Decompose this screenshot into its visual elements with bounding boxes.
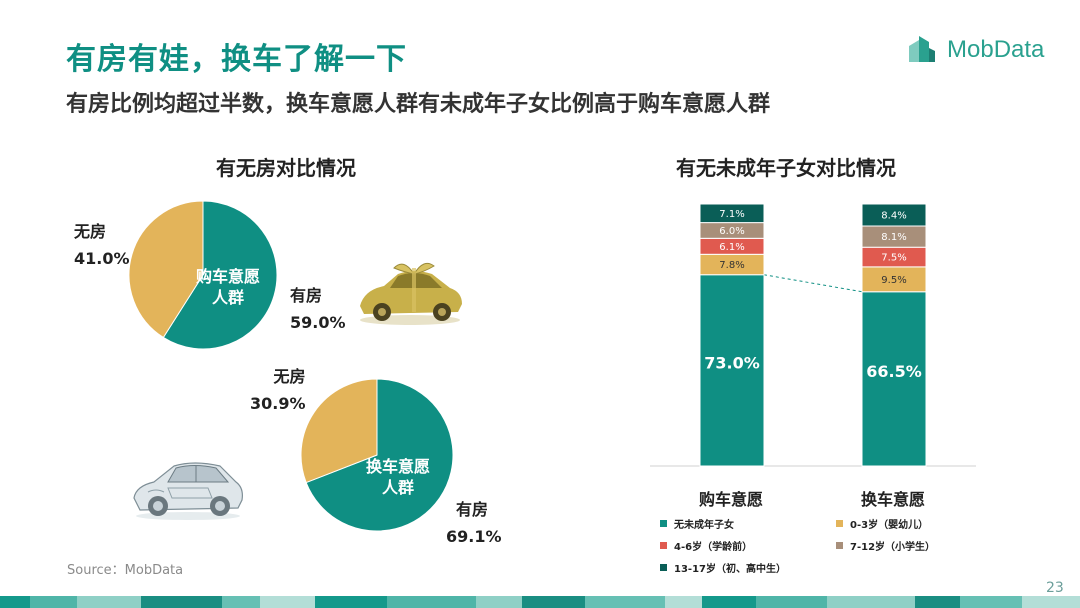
bar-label-0-2: 6.1% [719, 242, 744, 253]
footer-stripe-block [141, 596, 222, 608]
footer-stripe-block [756, 596, 827, 608]
pie1-center-label: 购车意愿 人群 [196, 266, 260, 308]
pie1-no-house-value: 41.0% [74, 249, 130, 268]
footer-stripe-block [387, 596, 476, 608]
legend-label-3: 7-12岁（小学生） [850, 542, 936, 553]
footer-stripe-block [702, 596, 756, 608]
pie1-center-line2: 人群 [212, 288, 245, 307]
pie2-house-text: 有房 [456, 500, 489, 519]
legend-swatch-3 [836, 542, 843, 549]
legend-label-1: 0-3岁（婴幼儿） [850, 520, 929, 531]
footer-stripe-block [665, 596, 702, 608]
pie1-no-house-label: 无房 41.0% [74, 218, 130, 272]
pie2-slice-house [305, 378, 454, 532]
page-number: 23 [1046, 580, 1064, 596]
legend-item-4: 13-17岁（初、高中生） [660, 560, 786, 575]
pie2-slice-no-house [300, 378, 378, 484]
logo-text: MobData [947, 36, 1045, 63]
car-xray-image [133, 462, 243, 520]
legend-swatch-2 [660, 542, 667, 549]
bar-label-1-1: 9.5% [881, 275, 906, 286]
bar-label-1-3: 8.1% [881, 232, 906, 243]
legend-item-2: 4-6岁（学龄前） [660, 538, 752, 553]
bar-segment-1-1 [861, 266, 927, 293]
footer-stripe-block [0, 596, 30, 608]
stacked-bar-svg: 73.0% 7.8% 6.1% 6.0% 7.1% 66.5% 9.5% 7.5% 8.1% 8.… [650, 203, 976, 467]
footer-stripe-block [260, 596, 315, 608]
bar-segment-1-0 [861, 291, 927, 467]
footer-stripe-block [476, 596, 522, 608]
pie1-house-value: 59.0% [290, 313, 346, 332]
footer-stripe-block [30, 596, 77, 608]
pie-chart-change [300, 378, 454, 532]
pie1-house-label: 有房 59.0% [290, 282, 346, 336]
pie2-no-house-value: 30.9% [250, 394, 306, 413]
legend-swatch-1 [836, 520, 843, 527]
category-label-change: 换车意愿 [860, 490, 925, 509]
legend-swatch-4 [660, 564, 667, 571]
pie2-center-line2: 人群 [382, 478, 415, 497]
pie2-center-label: 换车意愿 人群 [366, 456, 430, 498]
footer-stripe-block [585, 596, 665, 608]
footer-stripe [0, 596, 1080, 608]
bar-label-0-1: 7.8% [719, 260, 744, 271]
footer-stripe-block [315, 596, 387, 608]
page-title: 有房有娃，换车了解一下 [66, 42, 407, 77]
footer-stripe-block [522, 596, 585, 608]
bar-label-1-2: 7.5% [881, 253, 906, 264]
legend-item-3: 7-12岁（小学生） [836, 538, 935, 553]
footer-stripe-block [77, 596, 141, 608]
source-note: Source：MobData [67, 563, 184, 578]
bar-label-1-0: 66.5% [866, 362, 922, 381]
stacked-bar-chart: 73.0% 7.8% 6.1% 6.0% 7.1% 66.5% 9.5% 7.5% 8.1% 8.… [640, 190, 990, 480]
footer-stripe-block [222, 596, 260, 608]
legend-label-0: 无未成年子女 [674, 520, 734, 531]
footer-stripe-block [1022, 596, 1080, 608]
page-subtitle: 有房比例均超过半数，换车意愿人群有未成年子女比例高于购车意愿人群 [66, 92, 771, 117]
pie2-house-value: 69.1% [446, 527, 502, 546]
category-label-purchase: 购车意愿 [698, 490, 763, 509]
footer-stripe-block [915, 596, 960, 608]
pie1-slice-house [162, 200, 278, 350]
legend-item-0: 无未成年子女 [660, 516, 734, 531]
bar-label-0-0: 73.0% [704, 353, 760, 372]
footer-stripe-block [827, 596, 915, 608]
pie1-slice-no-house [128, 200, 204, 339]
pie1-house-text: 有房 [290, 286, 323, 305]
mobdata-logo: MobData [905, 32, 1065, 72]
bar-segment-0-4 [699, 203, 765, 224]
bar-label-0-3: 6.0% [719, 226, 744, 237]
pie2-center-line1: 换车意愿 [366, 457, 431, 476]
legend-swatch-0 [660, 520, 667, 527]
bar-segment-0-0 [699, 274, 765, 467]
legend-label-2: 4-6岁（学龄前） [674, 542, 753, 553]
pie2-no-house-text: 无房 [273, 367, 306, 386]
bar-label-1-4: 8.4% [881, 211, 906, 222]
left-section-title: 有无房对比情况 [216, 156, 356, 180]
pie1-center-line1: 购车意愿 [196, 267, 261, 286]
right-section-title: 有无未成年子女对比情况 [676, 156, 896, 180]
pie1-no-house-text: 无房 [74, 222, 107, 241]
chart-legend: 无未成年子女 0-3岁（婴幼儿） 4-6岁（学龄前） 7-12岁（小学生） 13-17岁… [660, 516, 990, 580]
gift-car-image [360, 262, 462, 325]
logo-icon [909, 36, 935, 62]
pie2-no-house-label: 无房 30.9% [250, 363, 306, 417]
footer-stripe-block [960, 596, 1022, 608]
bar-segment-1-4 [861, 203, 927, 227]
pie2-house-label: 有房 69.1% [446, 496, 502, 550]
bar-label-0-4: 7.1% [719, 209, 744, 220]
pie-chart-purchase [128, 200, 278, 350]
bar-connector-line [763, 274, 863, 293]
legend-item-1: 0-3岁（婴幼儿） [836, 516, 928, 531]
legend-label-4: 13-17岁（初、高中生） [674, 564, 786, 575]
